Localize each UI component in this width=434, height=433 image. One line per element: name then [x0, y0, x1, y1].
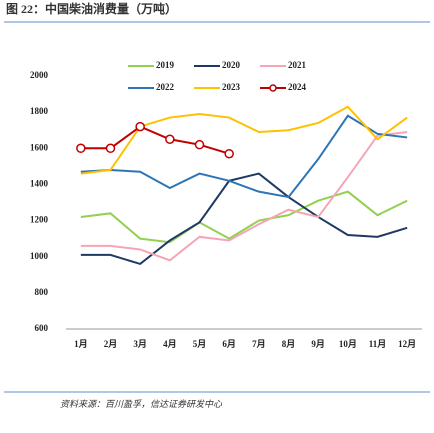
y-tick-label: 1800 [30, 106, 49, 116]
x-tick-label: 3月 [133, 339, 147, 349]
x-tick-label: 4月 [163, 339, 177, 349]
y-tick-label: 1400 [30, 178, 49, 188]
y-tick-label: 800 [35, 287, 49, 297]
legend-label: 2023 [222, 82, 241, 92]
legend-label: 2022 [156, 82, 175, 92]
legend-label: 2024 [288, 82, 307, 92]
y-tick-label: 1200 [30, 215, 49, 225]
x-tick-label: 1月 [74, 339, 88, 349]
x-tick-label: 10月 [339, 339, 357, 349]
y-tick-label: 1600 [30, 142, 49, 152]
series-line [80, 190, 408, 244]
point [105, 143, 116, 154]
x-tick-label: 11月 [369, 339, 387, 349]
series-line [80, 114, 408, 199]
series-line [80, 172, 408, 266]
legend-label: 2020 [222, 60, 241, 70]
point [165, 134, 175, 144]
y-tick-label: 600 [35, 323, 49, 333]
x-tick-label: 7月 [252, 339, 266, 349]
legend-label: 2021 [288, 60, 307, 70]
x-tick-label: 9月 [311, 339, 325, 349]
source: 资料来源：百川盈孚，信达证券研发中心 [60, 399, 223, 409]
series-line [80, 125, 230, 155]
point [224, 148, 234, 159]
x-tick-label: 12月 [398, 339, 416, 349]
legend-marker [269, 84, 277, 92]
point [194, 139, 205, 150]
point [76, 143, 86, 154]
point [135, 121, 145, 132]
series-line [80, 131, 408, 262]
chart-title: 图 22：中国柴油消费量（万吨） [6, 1, 177, 16]
series-line [80, 105, 408, 175]
x-tick-label: 5月 [193, 339, 207, 349]
legend-label: 2019 [156, 60, 175, 70]
x-tick-label: 2月 [104, 339, 118, 349]
y-tick-label: 2000 [30, 70, 49, 80]
y-tick-label: 1000 [30, 251, 49, 261]
x-tick-label: 6月 [222, 339, 236, 349]
x-tick-label: 8月 [282, 339, 296, 349]
